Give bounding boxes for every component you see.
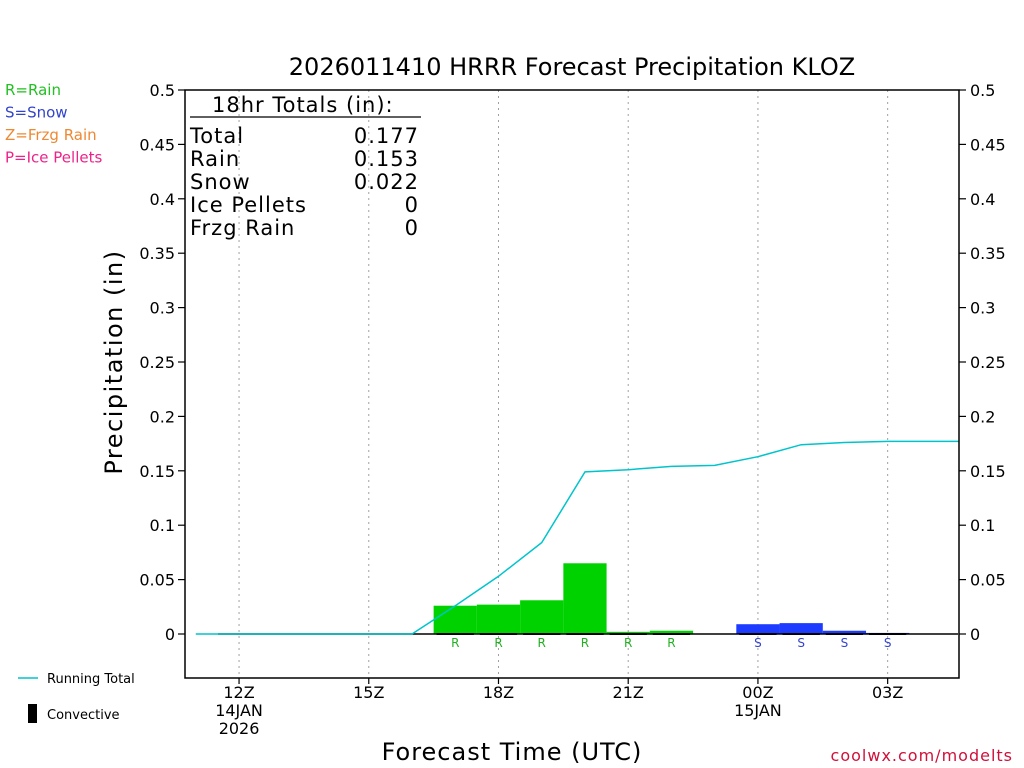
credit-link[interactable]: coolwx.com/modelts (831, 746, 1013, 765)
y-axis-left: 0 0.05 0.1 0.15 0.2 0.25 0.3 0.35 0.4 0.45 0.5 (139, 81, 185, 644)
totals-row-value: 0.177 (354, 124, 419, 148)
totals-row-value: 0.153 (354, 147, 419, 171)
precip-type-label: R (538, 636, 546, 650)
x-tick-label: 2026 (219, 719, 260, 738)
type-legend-item: R=Rain (5, 81, 61, 99)
precip-type-label: R (581, 636, 589, 650)
precip-type-label: S (797, 636, 805, 650)
totals-row-label: Snow (190, 170, 251, 194)
y-tick-label: 0.45 (139, 135, 175, 154)
y-axis-label: Precipitation (in) (100, 249, 128, 474)
x-tick-label: 14JAN (215, 701, 263, 720)
y-tick-label: 0.5 (150, 81, 175, 100)
x-tick-label: 00Z (742, 683, 773, 702)
totals-row-value: 0.022 (354, 170, 419, 194)
y-tick-label: 0 (165, 625, 175, 644)
totals-row-value: 0 (405, 216, 419, 240)
totals-row-value: 0 (405, 193, 419, 217)
y-tick-label: 0.4 (970, 190, 995, 209)
precip-type-label: R (451, 636, 459, 650)
x-tick-label: 03Z (872, 683, 903, 702)
type-legend-item: P=Ice Pellets (5, 149, 102, 167)
y-axis-right: 0 0.05 0.1 0.15 0.2 0.25 0.3 0.35 0.4 0.45 0.5 (959, 81, 1006, 644)
y-tick-label: 0.35 (970, 244, 1006, 263)
y-tick-label: 0 (970, 625, 980, 644)
precip-bar (606, 631, 650, 634)
y-tick-label: 0.3 (970, 299, 995, 318)
precip-type-label: S (841, 636, 849, 650)
y-tick-label: 0.45 (970, 135, 1006, 154)
x-grid-lines (238, 90, 889, 678)
y-tick-label: 0.25 (139, 353, 175, 372)
x-tick-label: 15JAN (734, 701, 782, 720)
totals-row-label: Ice Pellets (190, 193, 307, 217)
precip-bar (476, 604, 521, 634)
x-tick-label: 21Z (613, 683, 644, 702)
totals-row-label: Rain (190, 147, 240, 171)
x-tick-label: 18Z (483, 683, 514, 702)
line-legend: Running Total Convective (18, 672, 135, 723)
running-total-legend-label: Running Total (47, 672, 135, 687)
y-tick-label: 0.2 (150, 407, 175, 426)
precip-type-label: S (754, 636, 762, 650)
y-tick-label: 0.05 (970, 571, 1006, 590)
precip-type-label: R (494, 636, 502, 650)
convective-legend-label: Convective (47, 708, 120, 723)
y-tick-label: 0.25 (970, 353, 1006, 372)
y-tick-label: 0.35 (139, 244, 175, 263)
y-tick-label: 0.5 (970, 81, 995, 100)
convective-legend-swatch (28, 704, 37, 723)
running-total-line (195, 440, 959, 635)
totals-heading: 18hr Totals (in): (212, 93, 394, 117)
y-tick-label: 0.1 (970, 516, 995, 535)
precip-bar (649, 630, 694, 634)
precip-bar (779, 623, 823, 634)
precip-type-label: R (667, 636, 675, 650)
precip-type-legend: R=Rain S=Snow Z=Frzg Rain P=Ice Pellets (5, 81, 102, 167)
precip-bar (822, 630, 867, 634)
y-tick-label: 0.15 (970, 462, 1006, 481)
y-tick-label: 0.1 (150, 516, 175, 535)
chart-title: 2026011410 HRRR Forecast Precipitation K… (289, 53, 855, 81)
type-legend-item: S=Snow (5, 104, 68, 122)
totals-row-label: Frzg Rain (190, 216, 295, 240)
precip-bars (433, 563, 910, 634)
y-tick-label: 0.3 (150, 299, 175, 318)
plot-frame (184, 89, 960, 679)
totals-row-label: Total (189, 124, 244, 148)
x-tick-label: 12Z (223, 683, 254, 702)
totals-box: 18hr Totals (in): Total 0.177 Rain 0.153 Sno… (189, 93, 421, 240)
y-tick-label: 0.05 (139, 571, 175, 590)
y-tick-label: 0.4 (150, 190, 175, 209)
x-axis-label: Forecast Time (UTC) (382, 738, 643, 766)
y-tick-label: 0.2 (970, 407, 995, 426)
precip-bar (563, 563, 607, 634)
precip-bar (736, 624, 780, 634)
precip-bar (520, 600, 564, 634)
precip-type-label: R (624, 636, 632, 650)
y-tick-label: 0.15 (139, 462, 175, 481)
x-tick-label: 15Z (353, 683, 384, 702)
precip-type-label: S (884, 636, 892, 650)
type-legend-item: Z=Frzg Rain (5, 126, 97, 144)
precip-bar (433, 605, 477, 634)
